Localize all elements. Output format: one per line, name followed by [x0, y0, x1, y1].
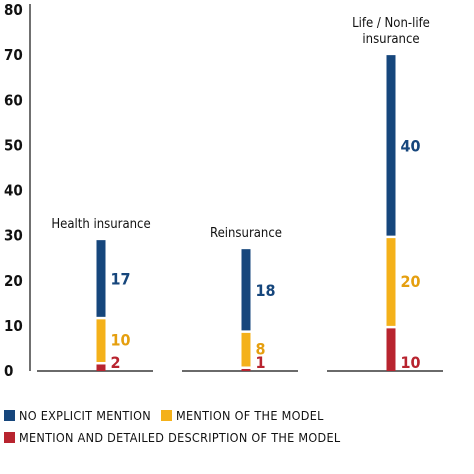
legend-label: MENTION OF THE MODEL [175, 407, 324, 423]
y-tick-label: 40 [4, 182, 23, 200]
legend-row-1: NO EXPLICIT MENTION MENTION OF THE MODEL [4, 404, 470, 426]
legend-label: NO EXPLICIT MENTION [19, 407, 151, 423]
data-label: 20 [401, 272, 421, 291]
bar-segment [241, 368, 251, 371]
legend-row-2: MENTION AND DETAILED DESCRIPTION OF THE … [4, 426, 470, 448]
bar-segment [96, 240, 106, 317]
bar-segment [386, 55, 396, 236]
y-tick-label: 20 [4, 272, 23, 290]
data-label: 17 [111, 269, 131, 288]
category-label: Reinsurance [210, 226, 282, 241]
bar-segment [96, 319, 106, 362]
legend-item-mention-of-the-model: MENTION OF THE MODEL [160, 407, 324, 423]
data-label: 10 [401, 353, 421, 372]
data-label: 2 [111, 353, 121, 372]
bar-segment [241, 249, 251, 331]
legend-label: MENTION AND DETAILED DESCRIPTION OF THE … [19, 429, 341, 445]
y-tick-label: 60 [4, 91, 23, 109]
data-label: 10 [111, 330, 131, 349]
data-label: 40 [401, 136, 421, 155]
y-tick-label: 0 [4, 362, 13, 380]
y-tick-label: 80 [4, 1, 23, 19]
category-labels: Health insurance Reinsurance Life / Non-li… [51, 16, 430, 241]
y-tick-label: 10 [4, 317, 23, 335]
y-tick-label: 30 [4, 227, 23, 245]
y-tick-label: 70 [4, 46, 23, 64]
legend-swatch [160, 409, 172, 421]
data-label: 1 [256, 353, 266, 372]
legend: NO EXPLICIT MENTION MENTION OF THE MODEL… [4, 404, 470, 448]
y-tick-label: 50 [4, 136, 23, 154]
legend-swatch [4, 431, 15, 443]
bar-segment [386, 238, 396, 326]
category-label: insurance [362, 32, 419, 47]
category-label: Health insurance [51, 217, 150, 232]
category-label: Life / Non-life [352, 16, 430, 31]
bars: 2 10 17 18 18 10 20 40 [37, 55, 443, 372]
legend-item-mention-and-detailed-description: MENTION AND DETAILED DESCRIPTION OF THE … [4, 430, 340, 445]
bar-segment [386, 328, 396, 371]
y-tick-labels: 0 10 20 30 40 50 60 70 80 [4, 1, 23, 380]
data-label: 18 [256, 281, 276, 300]
bar-segment [96, 364, 106, 371]
legend-swatch [4, 409, 15, 421]
data-label: 8 [256, 339, 266, 358]
bar-segment [241, 332, 251, 367]
legend-item-no-explicit-mention: NO EXPLICIT MENTION [4, 408, 151, 423]
